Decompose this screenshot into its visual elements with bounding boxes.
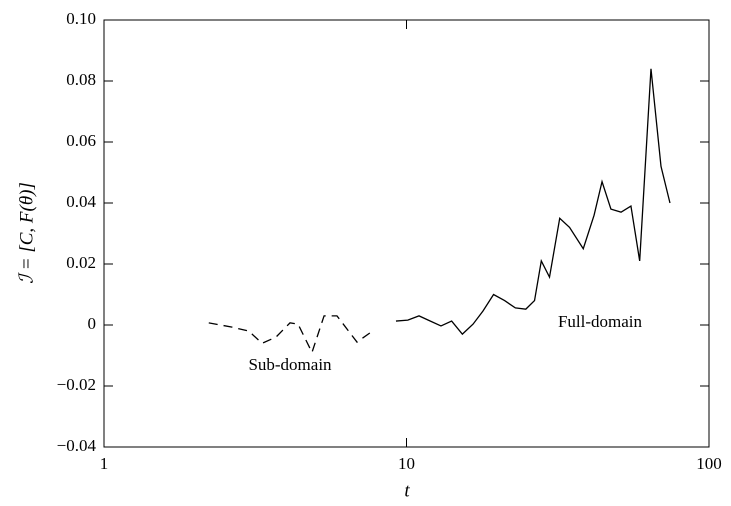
y-tick-label: 0.08: [66, 70, 96, 89]
plot-frame: [103, 19, 710, 448]
y-tick-label: −0.04: [57, 436, 97, 455]
annotation: Sub-domain: [248, 355, 332, 374]
data-line: [208, 315, 371, 355]
x-tick-label: 1: [100, 454, 109, 473]
y-tick-label: 0.02: [66, 253, 96, 272]
y-axis-label: ℐ = [C, F(θ)]: [16, 182, 37, 284]
data-line: [395, 68, 671, 336]
y-tick-label: 0: [88, 314, 97, 333]
y-tick-label: 0.10: [66, 9, 96, 28]
x-axis-label: t: [404, 480, 410, 501]
annotation: Full-domain: [558, 312, 643, 331]
y-tick-label: 0.06: [66, 131, 96, 150]
y-tick-label: 0.04: [66, 192, 96, 211]
x-tick-label: 100: [696, 454, 722, 473]
x-tick-label: 10: [398, 454, 415, 473]
y-tick-label: −0.02: [57, 375, 96, 394]
